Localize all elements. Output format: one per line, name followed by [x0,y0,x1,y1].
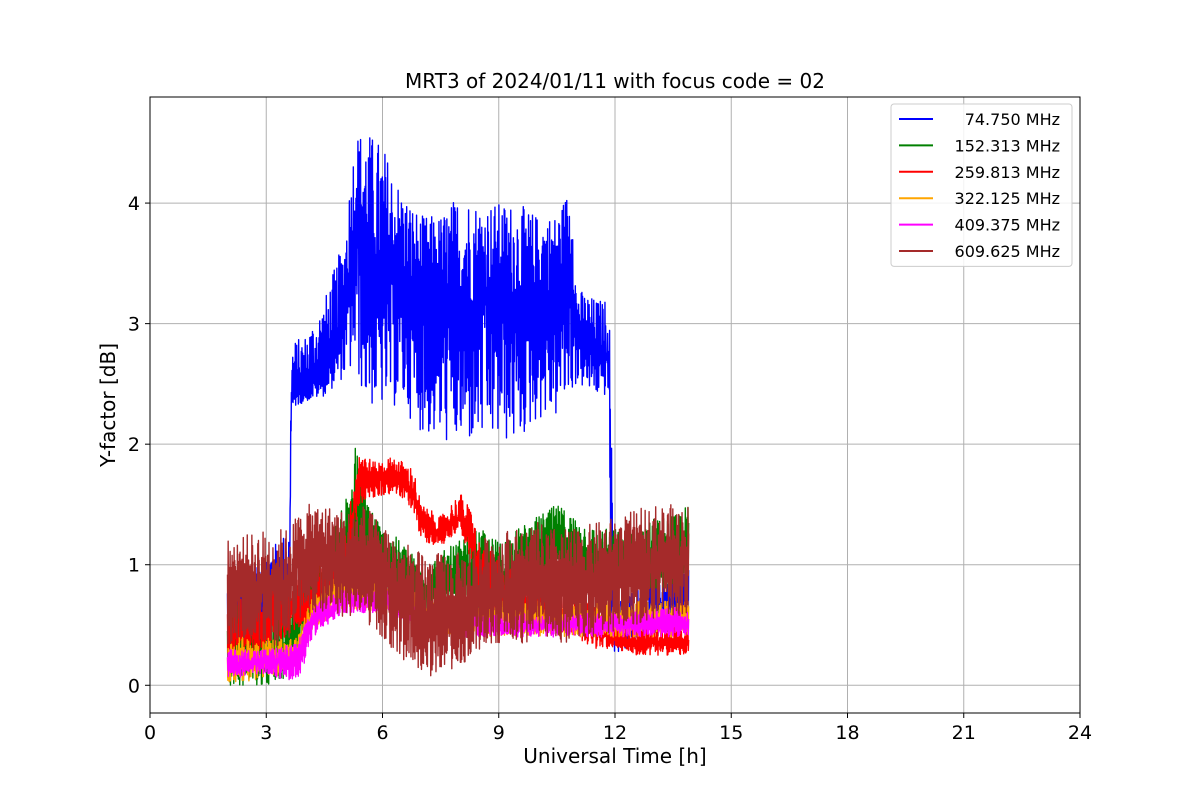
y-axis-title: Y-factor [dB] [96,343,120,468]
legend-entry: 609.625 MHz [955,242,1060,261]
series-line-6 [226,503,690,677]
y-tick-label: 3 [128,314,140,336]
x-tick-label: 9 [493,722,505,744]
legend-entry: 152.313 MHz [955,136,1060,155]
legend-entry: 322.125 MHz [955,189,1060,208]
x-tick-label: 12 [603,722,627,744]
x-axis-title: Universal Time [h] [523,744,706,768]
x-tick-label: 18 [835,722,859,744]
legend: 74.750 MHz 152.313 MHz 259.813 MHz 322.125 … [890,103,1073,267]
y-tick-label: 0 [128,675,140,697]
x-tick-label: 21 [952,722,976,744]
x-tick-label: 3 [260,722,272,744]
legend-entry: 74.750 MHz [965,110,1060,129]
x-tick-label: 6 [376,722,388,744]
chart-title: MRT3 of 2024/01/11 with focus code = 02 [405,69,825,93]
legend-entry: 259.813 MHz [955,163,1060,182]
y-tick-label: 1 [128,555,140,577]
x-tick-label: 0 [144,722,156,744]
series-line-3 [226,456,690,659]
plot-area [226,137,690,686]
x-tick-label: 15 [719,722,743,744]
x-tick-label: 24 [1068,722,1092,744]
y-tick-label: 2 [128,434,140,456]
legend-box [890,103,1073,267]
y-tick-label: 4 [128,193,140,215]
legend-entry: 409.375 MHz [955,216,1060,235]
